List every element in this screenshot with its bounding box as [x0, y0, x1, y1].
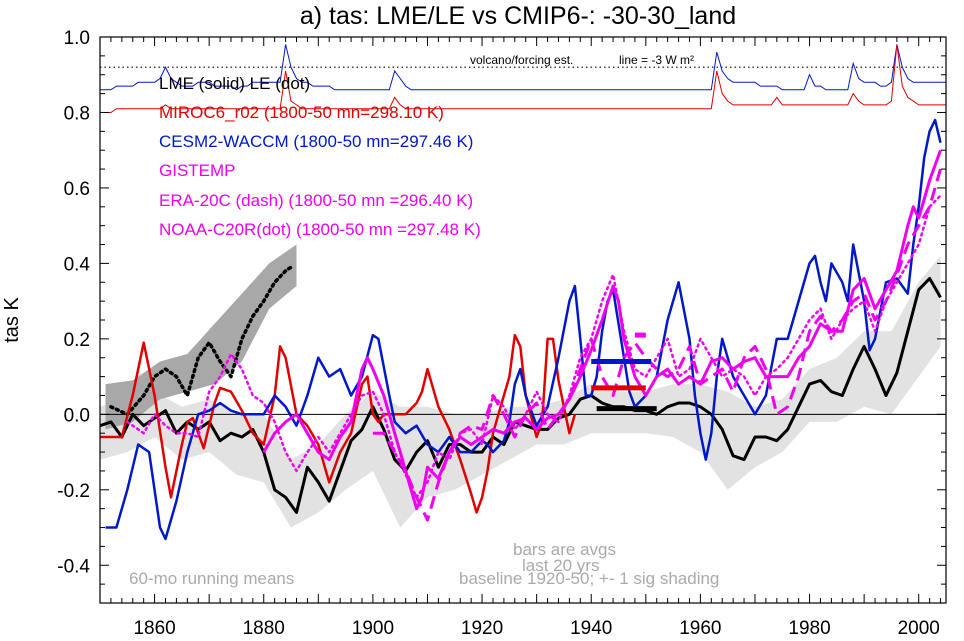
legend-entry-2: CESM2-WACCM (1800-50 mn=297.46 K) [159, 132, 473, 151]
x-tick-label-6: 1980 [788, 618, 830, 639]
x-tick-label-0: 1860 [133, 618, 175, 639]
legend: LME (solid) LE (dot) MIROC6_r02 (1800-50 … [159, 74, 481, 239]
legend-entry-0: LME (solid) LE (dot) [159, 74, 310, 93]
y-axis-label: tas K [1, 297, 23, 343]
x-tick-label-4: 1940 [570, 618, 612, 639]
y-tick-label-1: -0.2 [57, 481, 90, 502]
y-tick-label-7: 1.0 [64, 28, 90, 49]
running-means-note: 60-mo running means [129, 569, 294, 588]
series-line-5 [372, 168, 942, 522]
annotations: volcano/forcing est. line = -3 W m² 60-m… [129, 53, 719, 588]
bars-note-2: last 20 yrs [522, 556, 599, 575]
x-tick-label-3: 1920 [461, 618, 503, 639]
volcano-label: volcano/forcing est. [470, 53, 573, 67]
legend-entry-4: ERA-20C (dash) (1800-50 mn =296.40 K) [159, 191, 473, 210]
y-tick-label-3: 0.2 [64, 330, 90, 351]
legend-entry-1: MIROC6_r02 (1800-50 mn=298.10 K) [159, 103, 444, 122]
plot-inner [100, 44, 946, 541]
y-tick-label-4: 0.4 [64, 254, 91, 275]
x-tick-label-1: 1880 [243, 618, 285, 639]
shading-band-0 [100, 255, 941, 528]
x-tick-label-2: 1900 [352, 618, 394, 639]
x-tick-label-7: 2000 [898, 618, 940, 639]
series-line-2 [100, 333, 577, 514]
volcano-series-1 [100, 44, 946, 113]
bars-note-1: bars are avgs [513, 540, 616, 559]
series-line-6 [126, 194, 942, 499]
legend-entry-5: NOAA-C20R(dot) (1800-50 mn =297.48 K) [159, 220, 481, 239]
y-tick-label-0: -0.4 [57, 556, 90, 577]
baseline-note: baseline 1920-50; +- 1 sig shading [459, 569, 719, 588]
x-tick-label-5: 1960 [679, 618, 721, 639]
legend-entry-3: GISTEMP [159, 161, 236, 180]
plot-area: 1860 1880 1900 1920 1940 1960 1980 2000 -0.4 -0.2… [57, 28, 947, 639]
volcano-series-0 [100, 44, 946, 91]
y-tick-label-5: 0.6 [64, 179, 90, 200]
y-tick-label-6: 0.8 [64, 103, 90, 124]
series-line-3 [105, 118, 942, 541]
chart-title: a) tas: LME/LE vs CMIP6-: -30-30_land [300, 2, 736, 30]
y-tick-label-2: 0.0 [64, 405, 90, 426]
volcano-line-label: line = -3 W m² [619, 53, 694, 67]
